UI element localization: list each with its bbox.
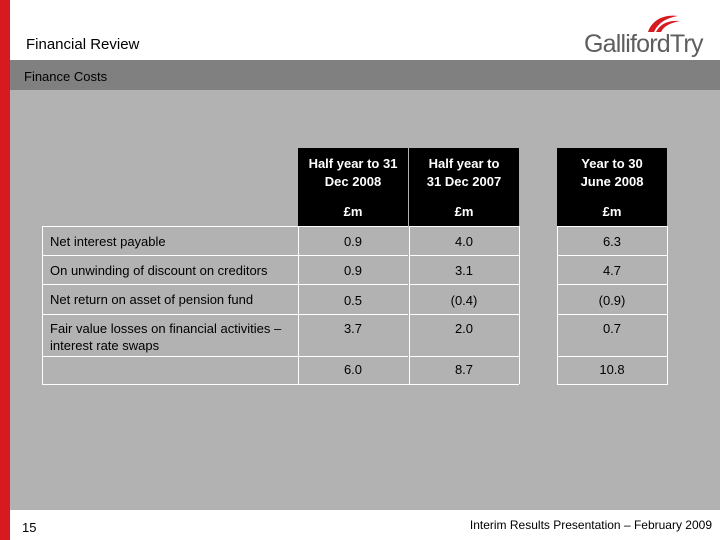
left-accent-bar	[0, 0, 10, 540]
section-title: Finance Costs	[24, 69, 108, 84]
row-value: 2.0	[409, 314, 519, 356]
total-value: 8.7	[409, 356, 519, 384]
page-title: Financial Review	[26, 36, 140, 53]
row-value: 3.7	[298, 314, 408, 356]
section-bar	[10, 60, 720, 90]
grid-line	[409, 226, 410, 384]
row-value: (0.4)	[409, 284, 519, 315]
page-number: 15	[22, 520, 37, 535]
grid-line	[519, 226, 520, 384]
row-value: 6.3	[557, 226, 667, 256]
row-label-unwinding-discount: On unwinding of discount on creditors	[42, 255, 298, 284]
grid-line	[557, 226, 558, 384]
row-value: 0.9	[298, 226, 408, 256]
col-header-h1-2007: Half year to 31 Dec 2007	[409, 148, 519, 198]
row-label-net-interest: Net interest payable	[42, 226, 298, 255]
row-value: 0.9	[298, 255, 408, 285]
row-value: 4.0	[409, 226, 519, 256]
grid-line	[42, 384, 519, 385]
total-label-cell	[42, 356, 298, 385]
logo-text: GallifordTry	[584, 30, 703, 58]
unit-header-1: £m	[298, 198, 408, 226]
unit-header-3: £m	[557, 198, 667, 226]
grid-line	[557, 384, 668, 385]
row-value: 0.7	[557, 314, 667, 356]
grid-line	[42, 226, 43, 384]
grid-line	[667, 226, 668, 384]
grid-line	[298, 226, 299, 384]
row-value: (0.9)	[557, 284, 667, 315]
total-value: 10.8	[557, 356, 667, 384]
company-logo: GallifordTry	[584, 12, 706, 58]
row-label-fair-value-losses: Fair value losses on financial activitie…	[42, 314, 298, 356]
total-value: 6.0	[298, 356, 408, 384]
row-value: 4.7	[557, 255, 667, 285]
col-header-fy-2008: Year to 30 June 2008	[557, 148, 667, 198]
footer-text: Interim Results Presentation – February …	[469, 518, 712, 532]
row-value: 3.1	[409, 255, 519, 285]
content-panel: Half year to 31 Dec 2008 Half year to 31…	[10, 90, 720, 510]
col-header-h1-2008: Half year to 31 Dec 2008	[298, 148, 408, 198]
logo-swoosh-icon	[648, 15, 680, 32]
row-value: 0.5	[298, 284, 408, 315]
row-label-pension-return: Net return on asset of pension fund	[42, 284, 298, 314]
unit-header-2: £m	[409, 198, 519, 226]
